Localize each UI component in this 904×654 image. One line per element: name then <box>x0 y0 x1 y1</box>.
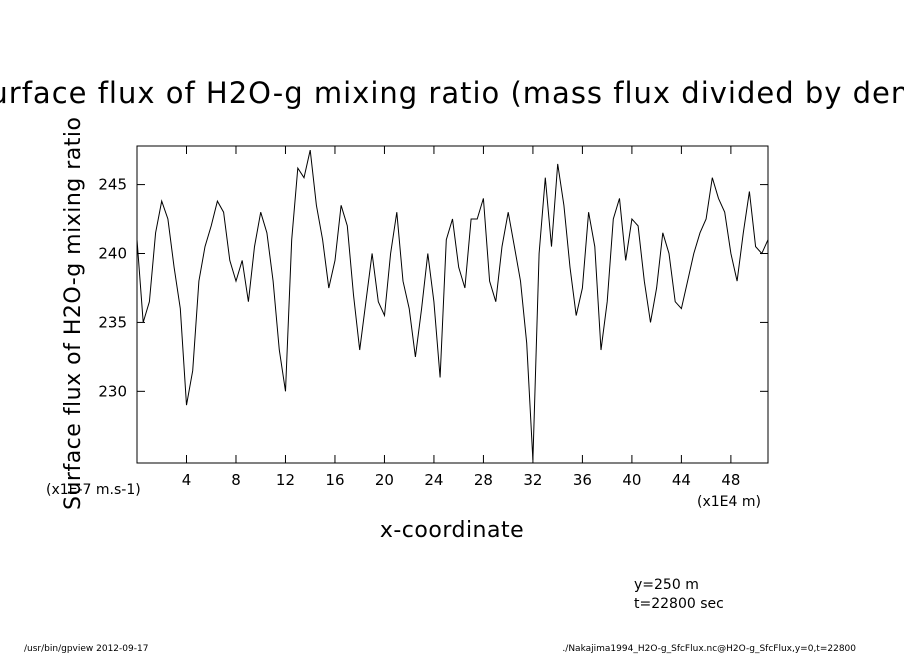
y-axis-unit: (x1E-7 m.s-1) <box>46 482 141 498</box>
x-tick-label: 32 <box>523 471 542 489</box>
x-tick-label: 36 <box>573 471 592 489</box>
info-time: t=22800 sec <box>634 596 724 612</box>
series-line <box>136 149 769 461</box>
chart-title: Surface flux of H2O-g mixing ratio (mass… <box>0 76 904 110</box>
x-tick-label: 12 <box>276 471 295 489</box>
x-tick-label: 8 <box>231 471 241 489</box>
x-tick-label: 44 <box>672 471 691 489</box>
y-tick-label: 230 <box>98 382 127 400</box>
y-tick-label: 245 <box>98 176 127 194</box>
x-tick-label: 24 <box>424 471 443 489</box>
footer-left: /usr/bin/gpview 2012-09-17 <box>24 644 148 654</box>
y-axis-ticks: 230 235 240 245 <box>98 176 768 400</box>
x-tick-label: 16 <box>325 471 344 489</box>
x-tick-label: 4 <box>182 471 192 489</box>
footer-right: ./Nakajima1994_H2O-g_SfcFlux.nc@H2O-g_Sf… <box>562 644 856 654</box>
x-axis-title: x-coordinate <box>380 518 524 543</box>
y-tick-label: 240 <box>98 245 127 263</box>
x-tick-label: 48 <box>721 471 740 489</box>
x-tick-label: 28 <box>474 471 493 489</box>
x-axis-unit: (x1E4 m) <box>697 494 761 510</box>
y-axis-title: Surface flux of H2O-g mixing ratio <box>61 117 86 510</box>
x-tick-label: 40 <box>622 471 641 489</box>
x-tick-label: 20 <box>375 471 394 489</box>
x-axis-ticks: 4 8 12 16 20 24 28 32 36 40 44 48 <box>182 146 740 489</box>
info-y-position: y=250 m <box>634 577 699 593</box>
y-tick-label: 235 <box>98 313 127 331</box>
plot-frame <box>136 145 769 464</box>
